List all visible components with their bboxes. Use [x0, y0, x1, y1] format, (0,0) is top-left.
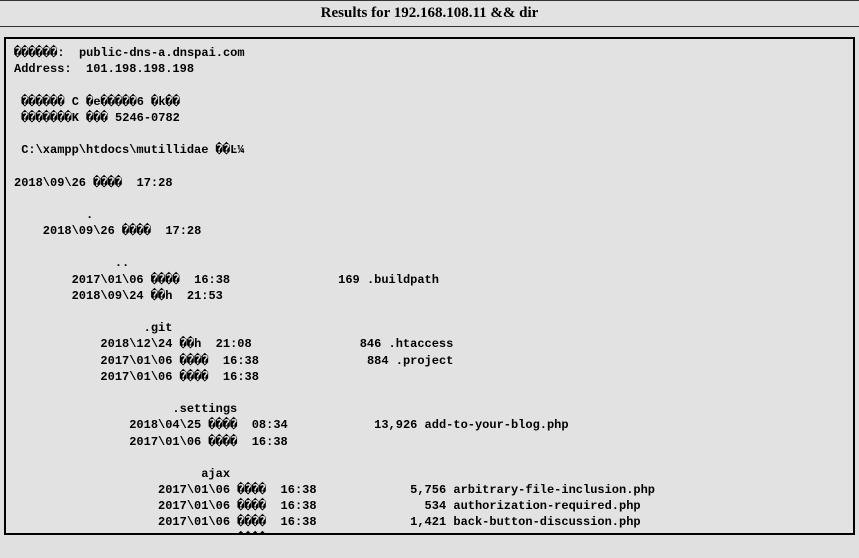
command-output: ������: public-dns-a.dnspai.com Address:… — [14, 45, 845, 535]
results-panel: ������: public-dns-a.dnspai.com Address:… — [4, 37, 855, 535]
results-title-bar: Results for 192.168.108.11 && dir — [0, 0, 859, 27]
results-title: Results for 192.168.108.11 && dir — [321, 5, 539, 21]
